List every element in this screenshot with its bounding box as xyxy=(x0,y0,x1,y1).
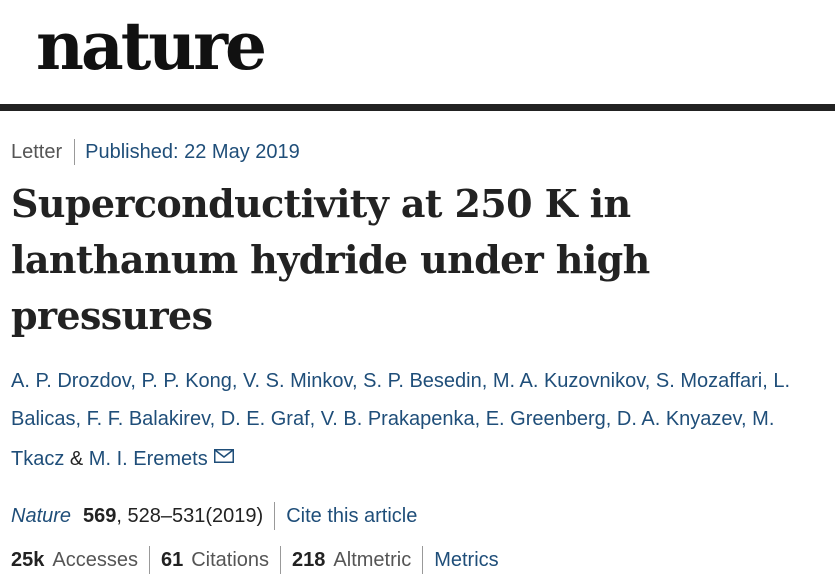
author-separator: , xyxy=(231,370,244,392)
author-link[interactable]: V. S. Minkov xyxy=(243,370,352,392)
citation-line: Nature 569 , 528–531(2019) Cite this art… xyxy=(11,498,826,534)
author-link[interactable]: M. I. Eremets xyxy=(88,448,208,470)
citations-label: Citations xyxy=(191,549,270,571)
author-separator: , xyxy=(762,370,774,392)
author-link[interactable]: F. F. Balakirev xyxy=(86,408,210,430)
author-link[interactable]: S. Mozaffari xyxy=(655,370,763,392)
cite-this-article-link[interactable]: Cite this article xyxy=(286,505,418,527)
author-link[interactable]: S. P. Besedin xyxy=(363,370,482,392)
author-separator: , xyxy=(351,370,364,392)
divider xyxy=(274,502,276,530)
author-link[interactable]: P. P. Kong xyxy=(141,370,232,392)
article-type: Letter xyxy=(11,141,63,163)
citations-count: 61 xyxy=(160,549,184,571)
mail-icon[interactable] xyxy=(213,438,234,463)
author-link[interactable]: V. B. Prakapenka xyxy=(320,408,475,430)
author-separator: , xyxy=(605,408,617,430)
pages-year: , 528–531(2019) xyxy=(116,505,264,527)
altmetric-count: 218 xyxy=(292,549,326,571)
journal-name[interactable]: Nature xyxy=(11,505,72,527)
accesses-count: 25k xyxy=(11,549,45,571)
author-link[interactable]: L. Balicas xyxy=(11,370,791,430)
divider xyxy=(422,546,424,574)
author-link[interactable]: D. E. Graf xyxy=(220,408,310,430)
divider xyxy=(280,546,282,574)
published-date: Published: 22 May 2019 xyxy=(85,141,300,163)
author-separator: , xyxy=(481,370,493,392)
author-link[interactable]: M. Tkacz xyxy=(11,408,775,470)
author-list: A. P. Drozdov, P. P. Kong, V. S. Minkov,… xyxy=(11,362,826,478)
author-link[interactable]: D. A. Knyazev xyxy=(616,408,742,430)
masthead: nature xyxy=(0,0,835,111)
author-separator: , xyxy=(130,370,142,392)
altmetric-label: Altmetric xyxy=(333,549,412,571)
article-title: Superconductivity at 250 K in lanthanum … xyxy=(11,181,650,338)
article-meta: Letter Published: 22 May 2019 xyxy=(11,134,826,170)
divider xyxy=(74,139,76,165)
author-separator: & xyxy=(64,448,89,470)
article-metrics: 25k Accesses 61 Citations 218 Altmetric … xyxy=(11,542,826,578)
author-link[interactable]: E. Greenberg xyxy=(485,408,606,430)
author-separator: , xyxy=(75,408,87,430)
accesses-label: Accesses xyxy=(52,549,138,571)
nature-logo[interactable]: nature xyxy=(36,7,267,85)
author-separator: , xyxy=(474,408,486,430)
metrics-link[interactable]: Metrics xyxy=(434,549,499,571)
divider xyxy=(148,546,150,574)
article-header: Letter Published: 22 May 2019 Supercondu… xyxy=(11,134,826,578)
volume: 569 xyxy=(83,505,117,527)
author-separator: , xyxy=(741,408,753,430)
author-link[interactable]: A. P. Drozdov xyxy=(11,370,131,392)
author-separator: , xyxy=(209,408,221,430)
author-separator: , xyxy=(644,370,656,392)
author-separator: , xyxy=(309,408,321,430)
author-link[interactable]: M. A. Kuzovnikov xyxy=(492,370,645,392)
